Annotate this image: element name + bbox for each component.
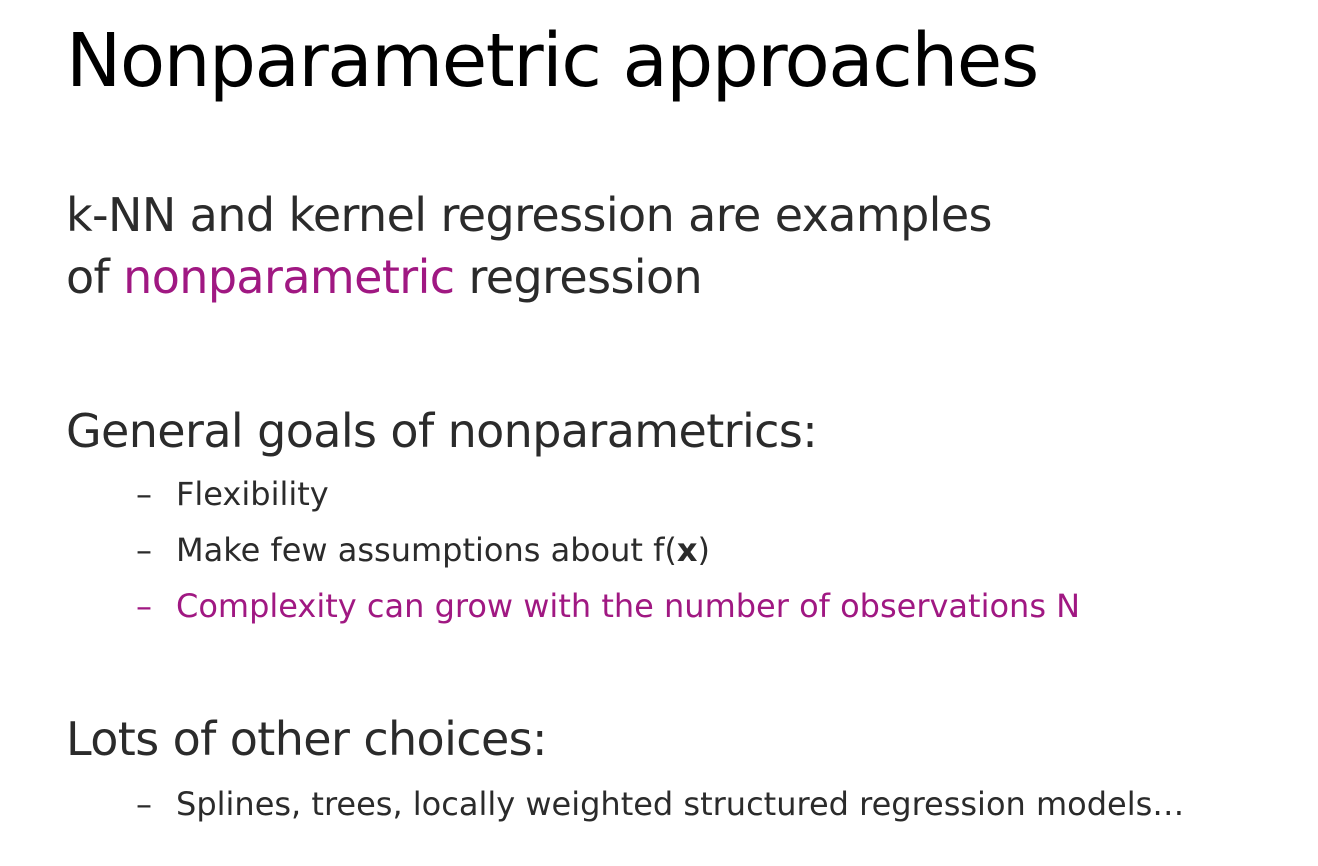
goal-complexity: Complexity can grow with the number of o…: [176, 587, 1081, 625]
list-item: – Flexibility: [136, 466, 1080, 522]
intro-line-2-prefix: of: [66, 250, 124, 304]
list-item: – Complexity can grow with the number of …: [136, 578, 1080, 634]
goal-assumptions-prefix: Make few assumptions about f(: [176, 531, 677, 569]
list-item: – Splines, trees, locally weighted struct…: [136, 776, 1184, 832]
bullet-dash: –: [136, 587, 152, 625]
bullet-dash: –: [136, 531, 152, 569]
intro-line-1: k-NN and kernel regression are examples: [66, 188, 993, 242]
goals-list: – Flexibility – Make few assumptions about…: [136, 466, 1080, 634]
slide-title: Nonparametric approaches: [66, 18, 1039, 104]
goal-assumptions-suffix: ): [697, 531, 710, 569]
intro-line-2-suffix: regression: [454, 250, 703, 304]
choice-examples: Splines, trees, locally weighted structu…: [176, 785, 1185, 823]
choices-heading: Lots of other choices:: [66, 712, 548, 766]
goal-assumptions-variable: x: [676, 531, 698, 569]
choices-list: – Splines, trees, locally weighted struct…: [136, 776, 1184, 832]
list-item: – Make few assumptions about f(x): [136, 522, 1080, 578]
bullet-dash: –: [136, 475, 152, 513]
goals-heading: General goals of nonparametrics:: [66, 404, 818, 458]
intro-paragraph: k-NN and kernel regression are examples …: [66, 184, 993, 308]
bullet-dash: –: [136, 785, 152, 823]
intro-highlight-term: nonparametric: [123, 250, 455, 304]
goal-flexibility: Flexibility: [176, 475, 329, 513]
